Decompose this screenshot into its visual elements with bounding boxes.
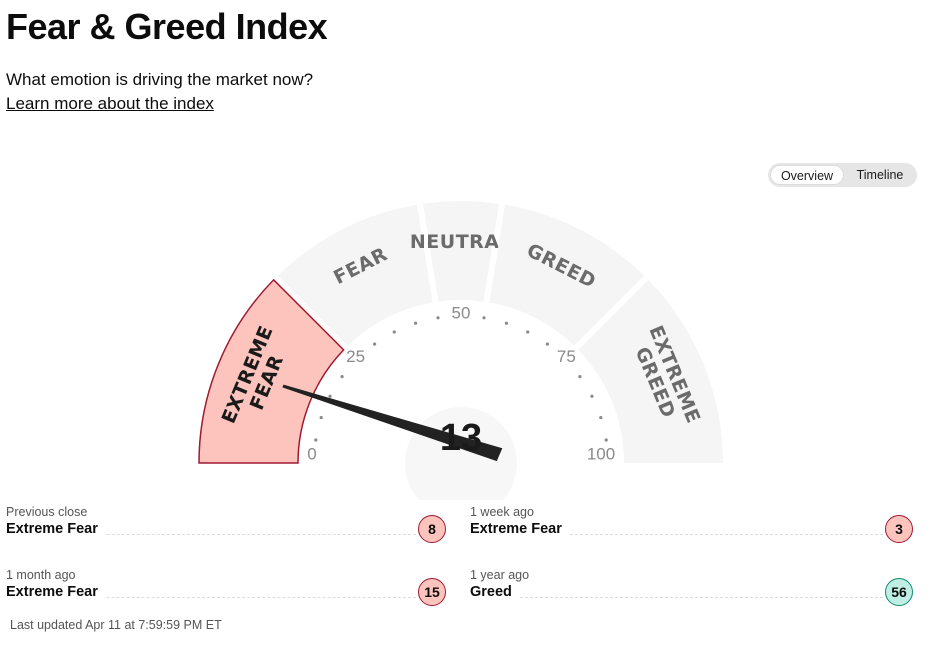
learn-more-link[interactable]: Learn more about the index bbox=[6, 94, 214, 113]
stat-divider bbox=[470, 534, 883, 535]
gauge-tick-dot bbox=[413, 321, 418, 325]
gauge-tick-labels: 0 25 50 75 100 bbox=[307, 303, 615, 463]
stat-divider bbox=[470, 597, 883, 598]
stat-rating: Extreme Fear bbox=[470, 521, 568, 537]
gauge-segment-extreme-greed bbox=[578, 279, 723, 463]
gauge-tick-label: 75 bbox=[557, 347, 576, 366]
gauge-segment-neutral bbox=[422, 201, 500, 302]
page-title: Fear & Greed Index bbox=[6, 6, 328, 47]
gauge-tick-dot bbox=[504, 321, 509, 325]
stat-divider bbox=[6, 534, 416, 535]
stat-label: Previous close bbox=[6, 505, 88, 519]
view-toggle: Overview Timeline bbox=[768, 163, 917, 187]
gauge-segment-extreme-fear bbox=[198, 278, 345, 464]
gauge-tick-dot bbox=[319, 415, 323, 420]
stat-previous-close: Previous close Extreme Fear 8 bbox=[6, 505, 446, 555]
gauge-segment-fear bbox=[277, 204, 433, 346]
page-subtitle: What emotion is driving the market now? bbox=[6, 70, 314, 89]
stat-value-badge: 56 bbox=[885, 578, 913, 606]
stat-label: 1 week ago bbox=[470, 505, 534, 519]
gauge-tick-label: 50 bbox=[452, 303, 471, 322]
gauge-tick-label: 25 bbox=[346, 347, 365, 366]
gauge-tick-dot bbox=[578, 374, 582, 379]
gauge-tick-dot bbox=[392, 330, 396, 334]
gauge-tick-dot bbox=[599, 415, 603, 420]
gauge-tick-dot bbox=[545, 342, 550, 346]
gauge-value: 13 bbox=[440, 417, 482, 459]
stat-rating: Greed bbox=[470, 584, 518, 600]
gauge-tick-dot bbox=[340, 374, 344, 379]
gauge-segment-label-neutral: NEUTRAL bbox=[410, 231, 512, 253]
gauge-tick-dot bbox=[436, 316, 440, 320]
stat-1-week-ago: 1 week ago Extreme Fear 3 bbox=[470, 505, 913, 555]
toggle-timeline[interactable]: Timeline bbox=[856, 168, 904, 182]
gauge-tick-dot bbox=[604, 438, 608, 442]
stat-value-badge: 3 bbox=[885, 515, 913, 543]
gauge-tick-dot bbox=[482, 316, 486, 320]
stat-label: 1 month ago bbox=[6, 568, 76, 582]
stat-1-year-ago: 1 year ago Greed 56 bbox=[470, 568, 913, 618]
gauge-tick-label: 100 bbox=[587, 444, 615, 463]
gauge-tick-dot bbox=[328, 394, 332, 398]
toggle-overview[interactable]: Overview bbox=[770, 165, 844, 185]
gauge-tick-dot bbox=[314, 438, 318, 442]
gauge-tick-dots bbox=[314, 316, 608, 442]
stat-value-badge: 8 bbox=[418, 515, 446, 543]
last-updated: Last updated Apr 11 at 7:59:59 PM ET bbox=[10, 618, 222, 632]
gauge-tick-dot bbox=[372, 342, 377, 346]
gauge-tick-dot bbox=[590, 394, 594, 398]
stat-label: 1 year ago bbox=[470, 568, 530, 582]
gauge-tick-label: 0 bbox=[307, 444, 316, 463]
stat-rating: Extreme Fear bbox=[6, 584, 104, 600]
stat-rating: Extreme Fear bbox=[6, 521, 104, 537]
gauge-segment-greed bbox=[489, 204, 645, 346]
stat-divider bbox=[6, 597, 416, 598]
gauge-tick-dot bbox=[526, 330, 530, 334]
stat-value-badge: 15 bbox=[418, 578, 446, 606]
stat-1-month-ago: 1 month ago Extreme Fear 15 bbox=[6, 568, 446, 618]
gauge-needle bbox=[282, 384, 503, 462]
